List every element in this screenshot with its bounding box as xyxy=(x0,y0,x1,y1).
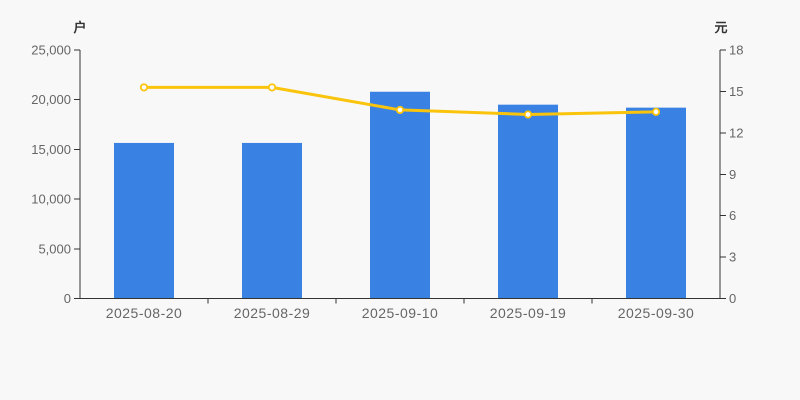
x-axis-label: 2025-09-30 xyxy=(618,305,695,321)
bar-2025-09-19[interactable] xyxy=(498,104,558,299)
right-axis-tick-label: 0 xyxy=(729,291,736,306)
right-axis-tick-label: 6 xyxy=(729,208,736,223)
right-axis-tick-label: 3 xyxy=(729,250,736,265)
bar-2025-08-29[interactable] xyxy=(242,142,302,299)
line-marker-2025-08-29[interactable] xyxy=(267,83,277,92)
bar-2025-08-20[interactable] xyxy=(114,142,174,299)
right-axis-title: 元 xyxy=(714,20,728,35)
line-marker-2025-09-19[interactable] xyxy=(523,110,533,119)
x-axis-label: 2025-08-29 xyxy=(234,305,311,321)
line-marker-2025-09-30[interactable] xyxy=(651,107,661,116)
right-axis-tick-label: 9 xyxy=(729,167,736,182)
left-axis-tick-label: 5,000 xyxy=(38,241,71,256)
left-axis-tick-label: 10,000 xyxy=(31,192,71,207)
bar-2025-09-30[interactable] xyxy=(626,107,686,299)
left-axis-tick-label: 0 xyxy=(64,291,71,306)
line-marker-2025-08-20[interactable] xyxy=(139,83,149,92)
left-axis-title: 户 xyxy=(73,20,87,35)
left-axis-tick-label: 15,000 xyxy=(31,142,71,157)
right-axis-tick-label: 18 xyxy=(729,43,743,58)
x-axis-label: 2025-09-19 xyxy=(490,305,567,321)
right-axis-tick-label: 15 xyxy=(729,84,743,99)
x-axis-label: 2025-08-20 xyxy=(106,305,183,321)
right-axis-tick-label: 12 xyxy=(729,125,743,140)
left-axis-tick-label: 20,000 xyxy=(31,92,71,107)
bar-2025-09-10[interactable] xyxy=(370,91,430,299)
x-axis-label: 2025-09-10 xyxy=(362,305,439,321)
left-axis-tick-label: 25,000 xyxy=(31,43,71,58)
line-marker-2025-09-10[interactable] xyxy=(395,105,405,115)
